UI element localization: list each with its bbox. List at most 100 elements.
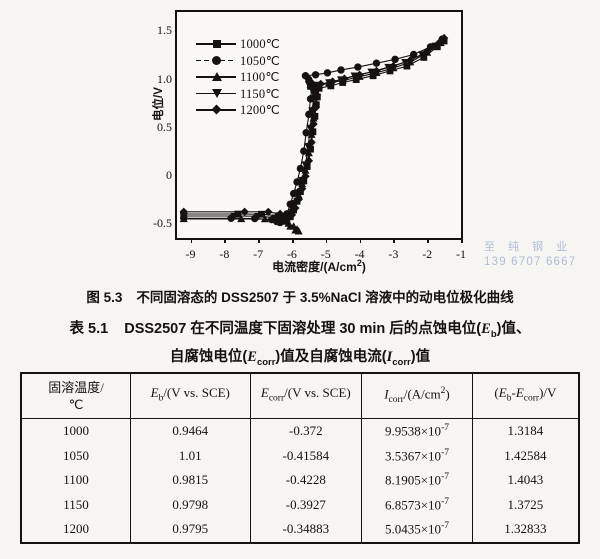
legend-label: 1200℃ xyxy=(240,103,281,118)
table-caption-line2: 自腐蚀电位(Ecorr)值及自腐蚀电流(Icorr)值 xyxy=(30,346,570,374)
legend-marker-tri-up-icon xyxy=(196,70,236,84)
cell-temperature: 1000 xyxy=(20,418,131,444)
cell-icorr: 9.9538×10-7 xyxy=(361,418,473,444)
cell-ecorr: -0.4228 xyxy=(249,468,363,493)
cell-ecorr: -0.372 xyxy=(249,418,363,444)
cell-icorr-mantissa: 9.9538×10 xyxy=(384,423,442,439)
cell-ecorr: -0.3927 xyxy=(249,492,363,517)
y-tick-label: 0.5 xyxy=(157,119,172,134)
table-row: 1100 0.9815 -0.4228 8.1905×10-7 1.4043 xyxy=(20,468,580,493)
eb-subscript: b xyxy=(490,328,497,340)
col-header-ecorr-symbol: E xyxy=(260,385,269,401)
figure-caption: 图 5.3 不同固溶态的 DSS2507 于 3.5%NaCl 溶液中的动电位极化… xyxy=(0,286,600,306)
plot-inner xyxy=(177,12,461,238)
plot-area xyxy=(175,10,463,240)
cell-ecorr: -0.34883 xyxy=(249,517,363,544)
legend-item-1200: 1200℃ xyxy=(196,102,280,119)
col-header-icorr-symbol: I xyxy=(384,386,389,402)
y-tick-label: 1.5 xyxy=(157,23,172,38)
x-tick-label: -8 xyxy=(219,247,230,261)
cell-ecorr: -0.41584 xyxy=(249,443,363,468)
table-caption: 表 5.1 DSS2507 在不同温度下固溶处理 30 min 后的点蚀电位(Eb… xyxy=(30,318,570,374)
table-caption-text-b: )值、 xyxy=(496,321,531,337)
legend-item-1100: 1100℃ xyxy=(196,69,280,86)
table-row: 1000 0.9464 -0.372 9.9538×10-7 1.3184 xyxy=(20,418,580,444)
legend-label: 1050℃ xyxy=(240,53,281,68)
polarization-curves xyxy=(179,33,449,235)
ecorr-subscript: corr xyxy=(256,356,276,368)
table-caption-text-e: )值 xyxy=(410,348,431,365)
table-caption-text-d: )值及自腐蚀电流( xyxy=(275,348,387,365)
cell-icorr-exponent: -7 xyxy=(441,472,449,483)
col-header-difference: (Eb-Ecorr)/V xyxy=(471,372,580,419)
legend-item-1000: 1000℃ xyxy=(196,36,280,53)
col-header-diff-pre: ( xyxy=(494,385,499,401)
col-header-diff-sub2: corr xyxy=(523,393,540,404)
col-header-ecorr-rest: /(V vs. SCE) xyxy=(284,385,351,401)
col-header-temperature-line2: ℃ xyxy=(68,397,84,412)
table-row: 1050 1.01 -0.41584 3.5367×10-7 1.42584 xyxy=(20,443,580,468)
cell-eb: 0.9464 xyxy=(130,418,251,444)
cell-eb: 0.9815 xyxy=(130,468,251,493)
cell-difference: 1.3725 xyxy=(471,492,580,517)
cell-icorr-exponent: -7 xyxy=(441,496,449,507)
table-header-row: 固溶温度/ ℃ Eb/(V vs. SCE) Ecorr/(V vs. SCE)… xyxy=(20,372,580,419)
cell-icorr-exponent: -7 xyxy=(441,521,449,532)
x-tick-label: -5 xyxy=(320,247,331,261)
y-axis-label: 电位/V xyxy=(153,87,165,121)
table-row: 1200 0.9795 -0.34883 5.0435×10-7 1.32833 xyxy=(20,517,580,544)
x-axis-label-main: 电流密度/(A/cm xyxy=(272,260,357,274)
col-header-diff-symbol2: E xyxy=(515,385,524,401)
cell-difference: 1.42584 xyxy=(471,443,580,468)
table-caption-line1: 表 5.1 DSS2507 在不同温度下固溶处理 30 min 后的点蚀电位(Eb… xyxy=(30,318,570,346)
cell-icorr-mantissa: 6.8573×10 xyxy=(384,496,442,512)
cell-temperature: 1150 xyxy=(20,492,131,517)
col-header-ecorr: Ecorr/(V vs. SCE) xyxy=(249,372,363,419)
legend-label: 1100℃ xyxy=(240,70,280,85)
col-header-ecorr-sub: corr xyxy=(268,393,285,404)
legend-label: 1000℃ xyxy=(240,37,281,52)
x-tick-mark xyxy=(258,237,260,243)
x-axis-label: 电流密度/(A/cm2) xyxy=(175,258,463,275)
table-body: 1000 0.9464 -0.372 9.9538×10-7 1.3184 1050 1.0… xyxy=(20,418,580,544)
col-header-icorr-tail: ) xyxy=(445,386,450,402)
cell-difference: 1.4043 xyxy=(471,468,580,493)
legend-label: 1150℃ xyxy=(240,86,280,101)
x-tick-mark xyxy=(393,237,395,243)
cell-eb: 0.9795 xyxy=(130,517,251,544)
table-caption-text-c: 自腐蚀电位( xyxy=(169,348,248,365)
col-header-icorr-sup: 2 xyxy=(440,386,446,397)
cell-difference: 1.3184 xyxy=(471,418,580,444)
col-header-diff-sub: b xyxy=(506,393,512,404)
y-axis-ticks: 1.5 1.0 0.5 0 -0.5 xyxy=(134,0,181,250)
col-header-diff-minus: - xyxy=(511,385,516,401)
y-tick-label: 0 xyxy=(166,168,172,183)
legend-item-1150: 1150℃ xyxy=(196,86,280,103)
col-header-eb-sub: b xyxy=(158,393,164,404)
cell-icorr-exponent: -7 xyxy=(441,447,449,458)
icorr-subscript: corr xyxy=(392,356,411,368)
x-axis-ticks: -9 -8 -7 -6 -5 -4 -3 -2 -1 xyxy=(140,237,500,263)
y-tick-label: 1.0 xyxy=(157,71,172,86)
col-header-eb: Eb/(V vs. SCE) xyxy=(130,372,251,419)
cell-icorr-exponent: -7 xyxy=(441,423,449,434)
col-header-eb-symbol: E xyxy=(150,385,159,401)
col-header-icorr-rest: /(A/cm xyxy=(403,386,441,402)
icorr-symbol: I xyxy=(386,348,393,365)
cell-temperature: 1050 xyxy=(20,443,131,468)
x-tick-label: -3 xyxy=(388,247,399,261)
legend-marker-square-icon xyxy=(196,37,236,51)
legend-item-1050: 1050℃ xyxy=(196,53,280,70)
table-number: 表 5.1 xyxy=(69,321,109,337)
x-tick-mark xyxy=(461,237,463,243)
cell-icorr-mantissa: 3.5367×10 xyxy=(384,447,442,463)
cell-temperature: 1100 xyxy=(20,468,131,493)
legend-marker-circle-icon xyxy=(196,54,236,68)
cell-icorr-mantissa: 8.1905×10 xyxy=(384,472,442,488)
x-tick-mark xyxy=(190,237,193,243)
col-header-icorr-sub: corr xyxy=(388,394,404,405)
x-tick-mark xyxy=(291,237,294,243)
cell-icorr: 6.8573×10-7 xyxy=(361,492,473,517)
cell-icorr: 3.5367×10-7 xyxy=(361,443,473,468)
chart-legend: 1000℃ 1050℃ 1100℃ 1150℃ 1200℃ xyxy=(196,36,280,119)
